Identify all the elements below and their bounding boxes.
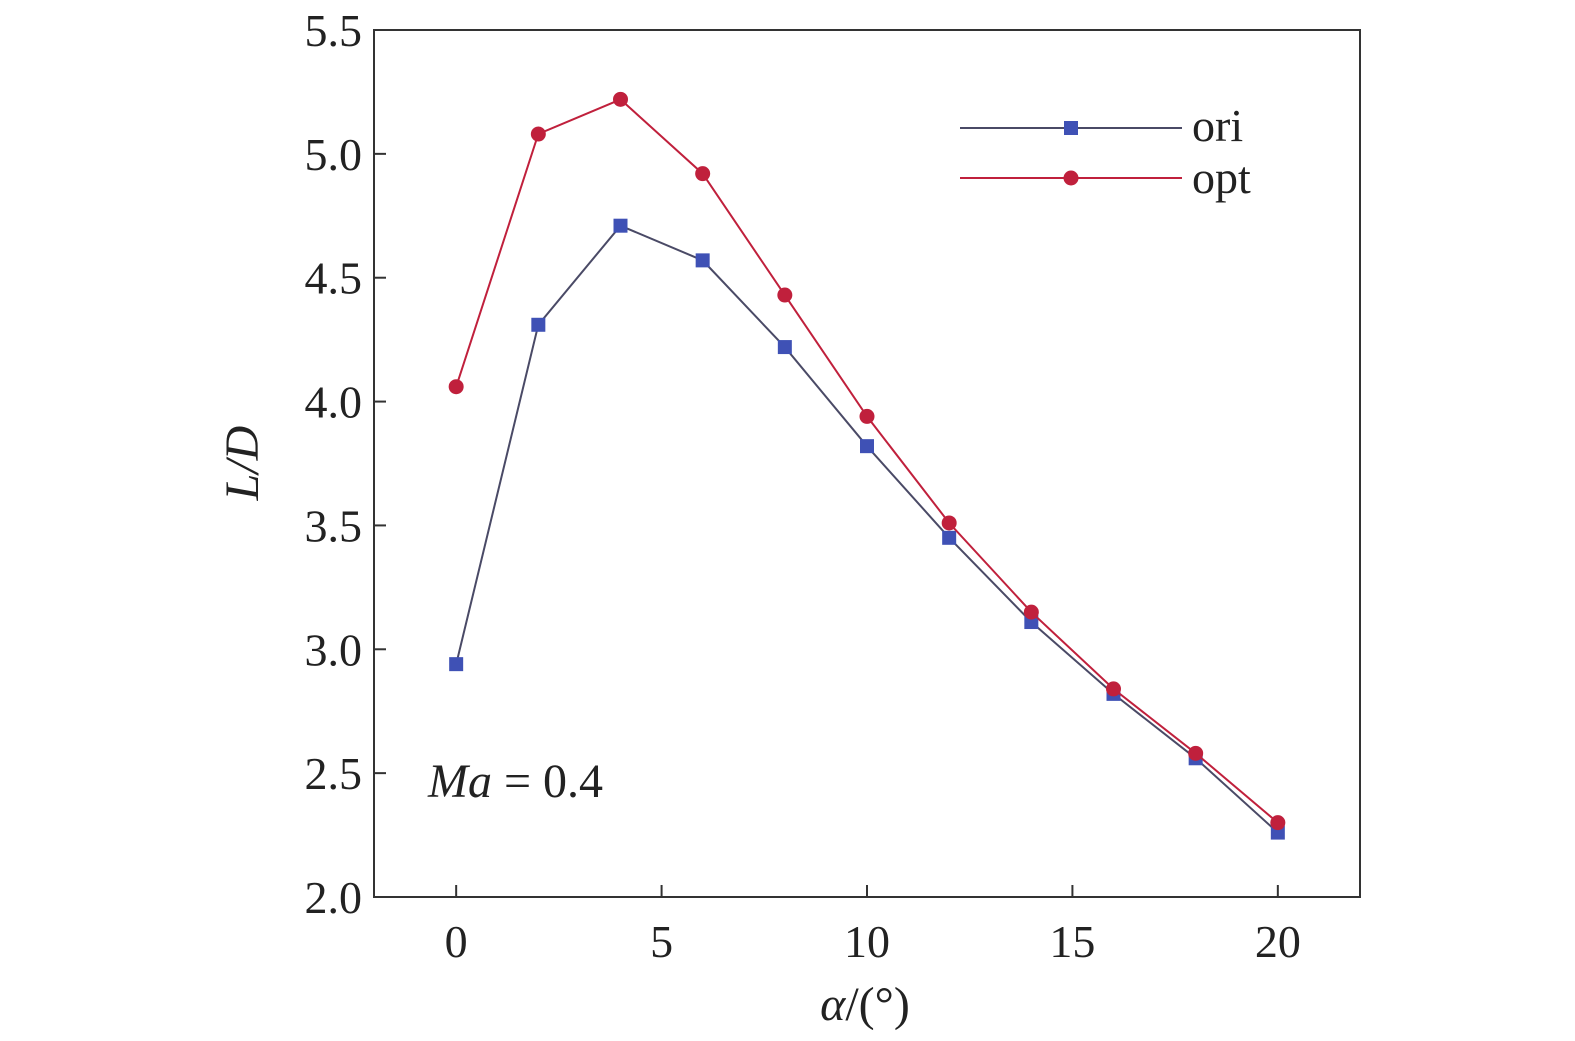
x-tick-label-2: 10 (844, 916, 890, 967)
series-ori (449, 218, 1285, 840)
data-point-opt-0 (448, 379, 464, 395)
series-line-opt (455, 98, 1279, 824)
data-point-ori-2 (613, 218, 628, 233)
series-layer (448, 91, 1286, 840)
data-point-ori-5 (860, 439, 874, 454)
data-point-opt-7 (1023, 604, 1039, 620)
series-opt (448, 91, 1286, 831)
y-axis: 2.0 2.5 3.0 3.5 4.0 4.5 5.0 5.5 (305, 5, 386, 923)
data-point-opt-10 (1270, 815, 1286, 831)
legend-item-opt: opt (960, 152, 1251, 203)
y-tick-label-1: 2.5 (305, 748, 363, 799)
data-point-opt-8 (1106, 681, 1121, 697)
series-line-ori (455, 224, 1279, 834)
x-axis-title-symbol: α (820, 978, 846, 1031)
y-axis-title: L/D (216, 426, 269, 502)
x-tick-label-4: 20 (1255, 916, 1301, 967)
data-point-opt-1 (530, 126, 546, 142)
y-tick-label-7: 5.5 (305, 5, 363, 56)
data-point-ori-4 (777, 340, 792, 355)
annotation-mach-symbol: Ma (427, 755, 492, 808)
x-axis-title-unit: /(°) (845, 978, 910, 1031)
annotation-mach-value: = 0.4 (492, 755, 603, 808)
y-tick-label-5: 4.5 (305, 253, 363, 304)
x-tick-label-0: 0 (445, 916, 468, 967)
y-tick-label-4: 4.0 (305, 377, 363, 428)
y-tick-label-3: 3.5 (305, 500, 363, 551)
y-tick-label-0: 2.0 (305, 872, 363, 923)
data-point-ori-3 (695, 253, 710, 268)
data-point-opt-6 (941, 515, 957, 531)
x-tick-label-3: 15 (1049, 916, 1095, 967)
annotation-mach: Ma = 0.4 (427, 755, 603, 808)
legend-marker-opt (1063, 170, 1079, 186)
legend-item-ori: ori (960, 100, 1243, 151)
legend-marker-ori (1064, 121, 1078, 135)
data-point-ori-6 (942, 530, 957, 545)
legend: ori opt (960, 100, 1251, 203)
x-axis: 0 5 10 15 20 (445, 885, 1301, 967)
legend-label-ori: ori (1192, 100, 1243, 151)
data-point-opt-9 (1188, 745, 1204, 761)
data-point-opt-3 (695, 166, 711, 182)
data-point-opt-4 (777, 287, 793, 303)
legend-label-opt: opt (1192, 152, 1251, 203)
data-point-opt-2 (613, 91, 628, 107)
y-tick-label-2: 3.0 (305, 624, 363, 675)
x-tick-label-1: 5 (650, 916, 673, 967)
data-point-opt-5 (859, 408, 875, 424)
data-point-ori-0 (449, 657, 464, 672)
y-tick-label-6: 5.0 (305, 129, 363, 180)
data-point-ori-1 (531, 317, 546, 332)
x-axis-title: α/(°) (820, 978, 910, 1031)
